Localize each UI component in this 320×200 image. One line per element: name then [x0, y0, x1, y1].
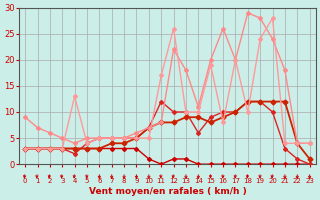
- X-axis label: Vent moyen/en rafales ( km/h ): Vent moyen/en rafales ( km/h ): [89, 187, 246, 196]
